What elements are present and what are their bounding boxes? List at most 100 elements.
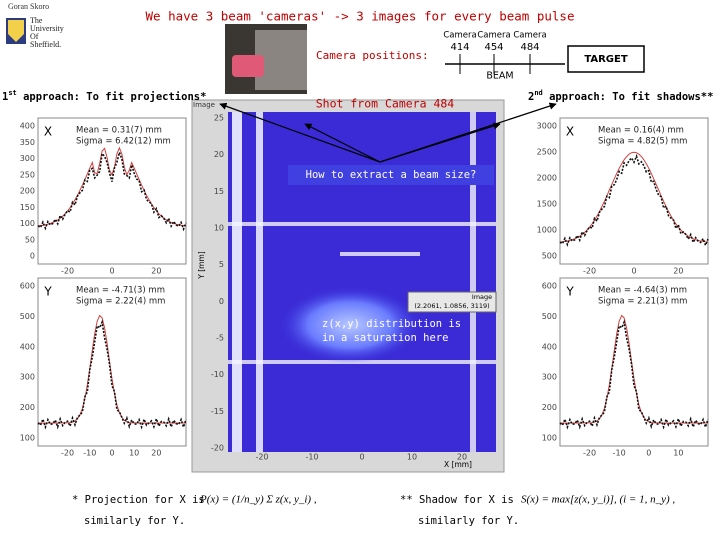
y-tick-label: 1500 — [537, 200, 557, 209]
heading-suffix: nd — [534, 89, 542, 97]
x-tick-label: -20 — [583, 449, 596, 458]
y-tick-label: 350 — [20, 138, 35, 147]
projection-similar: similarly for Y. — [84, 515, 185, 527]
image-label: Image — [193, 101, 215, 109]
x-tick-label: 0 — [631, 267, 636, 276]
plot-mean: Mean = -4.71(3) mm — [76, 286, 165, 296]
saturated-stripe — [228, 222, 496, 226]
y-tick-label: -5 — [216, 334, 224, 343]
arrow — [304, 123, 381, 163]
camera-name: Camera — [513, 31, 546, 41]
approach-heading: 2nd approach: To fit shadows** — [528, 89, 713, 103]
beam-label: BEAM — [486, 71, 513, 82]
camera-name: Camera — [443, 31, 476, 41]
camera-photo — [225, 24, 307, 94]
plot-frame — [559, 117, 709, 265]
y-tick-label: 200 — [20, 187, 35, 196]
data-points — [37, 149, 187, 232]
plot-label: Y — [43, 285, 52, 299]
photo-camera — [232, 55, 264, 77]
target-label: TARGET — [584, 54, 628, 65]
heading-number: 2 — [528, 91, 534, 103]
shadow-formula: S(x) = max[z(x, y_i)], (i = 1, n_y) , — [521, 494, 675, 506]
arrow — [379, 122, 501, 163]
y-tick-label: 25 — [214, 114, 224, 123]
saturated-stripe — [232, 112, 242, 452]
x-tick-label: 10 — [673, 449, 683, 458]
logo — [6, 18, 26, 44]
y-tick-label: 20 — [214, 150, 224, 159]
x-tick-label: 0 — [646, 449, 651, 458]
y-tick-label: -15 — [211, 407, 224, 416]
camera-position: 484 — [520, 42, 539, 53]
x-tick-label: -20 — [583, 267, 596, 276]
y-tick-label: 2500 — [537, 148, 557, 157]
y-axis-title: Y [mm] — [197, 251, 206, 280]
y-tick-label: 2000 — [537, 174, 557, 183]
crest-shield — [8, 20, 24, 42]
y-tick-label: 250 — [20, 170, 35, 179]
plot-frame — [559, 277, 709, 447]
x-axis-title: X [mm] — [444, 460, 472, 469]
image-field — [228, 112, 496, 452]
stats-values: (2.2061, 1.0856, 3119) — [414, 302, 489, 310]
x-tick-label: 0 — [359, 453, 364, 462]
plot-frame — [37, 117, 187, 265]
data-points — [559, 319, 709, 430]
heading-text: approach: To fit projections* — [17, 91, 207, 103]
university-line: University — [30, 24, 64, 33]
plot-label: Y — [565, 285, 574, 299]
heading-number: 1 — [2, 91, 8, 103]
university-line: Sheffield. — [30, 40, 61, 49]
plot-frame — [37, 277, 187, 447]
heading-suffix: st — [8, 89, 16, 97]
plot-sigma: Sigma = 4.82(5) mm — [598, 137, 687, 147]
y-tick-label: 200 — [20, 403, 35, 412]
y-tick-label: 400 — [542, 342, 557, 351]
y-tick-label: 1000 — [537, 226, 557, 235]
x-tick-label: -10 — [613, 449, 626, 458]
x-tick-label: 0 — [109, 449, 114, 458]
x-tick-label: 0 — [109, 267, 114, 276]
university-line: Of — [30, 32, 39, 41]
y-tick-label: 600 — [20, 282, 35, 291]
x-tick-label: -20 — [255, 453, 268, 462]
y-tick-label: 600 — [542, 282, 557, 291]
approach-heading: 1st approach: To fit projections* — [2, 89, 206, 103]
y-tick-label: 300 — [542, 373, 557, 382]
y-tick-label: 10 — [214, 224, 224, 233]
x-tick-label: 20 — [151, 449, 161, 458]
y-tick-label: 300 — [20, 154, 35, 163]
y-tick-label: 3000 — [537, 122, 557, 131]
heading-text: approach: To fit shadows** — [543, 91, 714, 103]
author: Goran Skoro — [8, 2, 49, 11]
stats-box — [407, 291, 497, 313]
x-tick-label: 10 — [407, 453, 417, 462]
plot-mean: Mean = -4.64(3) mm — [598, 286, 687, 296]
plot-mean: Mean = 0.16(4) mm — [598, 126, 684, 136]
plot-mean: Mean = 0.31(7) mm — [76, 126, 162, 136]
x-tick-label: 10 — [129, 449, 139, 458]
x-tick-label: 20 — [151, 267, 161, 276]
slide-title: We have 3 beam 'cameras' -> 3 images for… — [146, 9, 575, 24]
saturated-stripe — [340, 252, 420, 256]
saturation-note: z(x,y) distribution is — [322, 318, 461, 330]
y-tick-label: 5 — [219, 260, 224, 269]
arrow — [219, 102, 381, 163]
x-tick-label: 20 — [673, 267, 683, 276]
shadow-similar: similarly for Y. — [418, 515, 519, 527]
y-tick-label: 0 — [30, 252, 35, 261]
y-tick-label: 400 — [20, 342, 35, 351]
stats-title: Image — [472, 293, 492, 301]
camera-image — [191, 99, 505, 473]
x-tick-label: -20 — [61, 449, 74, 458]
y-tick-label: 15 — [214, 187, 224, 196]
plot-sigma: Sigma = 6.42(12) mm — [76, 137, 171, 147]
shadow-text: ** Shadow for X is — [400, 494, 514, 506]
y-tick-label: 100 — [542, 434, 557, 443]
question-box — [288, 165, 494, 185]
plot-label: X — [566, 125, 574, 139]
y-tick-label: 300 — [20, 373, 35, 382]
center-heading: Shot from Camera 484 — [316, 97, 455, 111]
